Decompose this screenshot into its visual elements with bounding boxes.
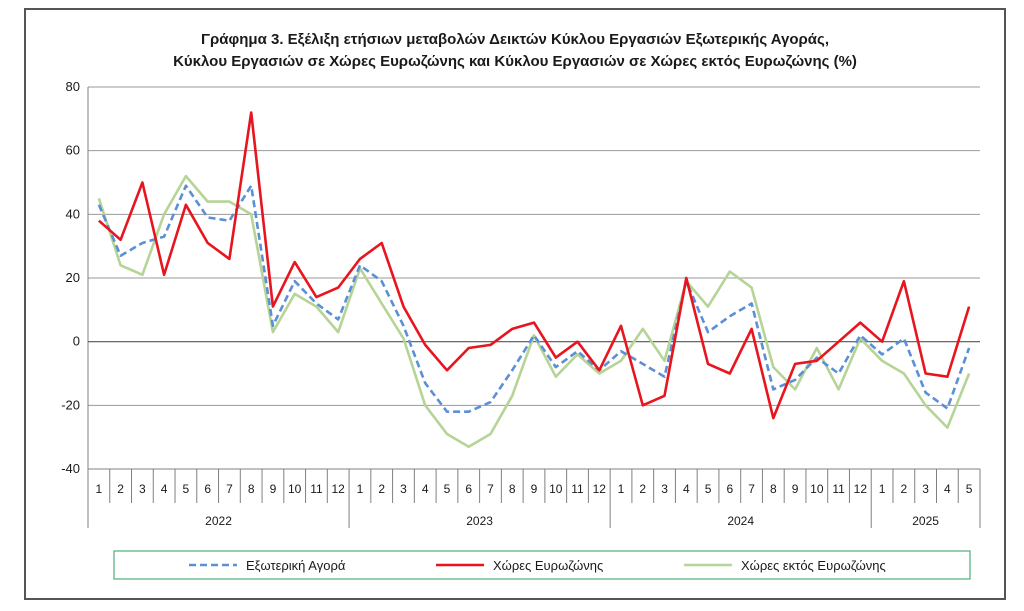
legend-label: Χώρες εκτός Ευρωζώνης [741,558,886,573]
year-label: 2022 [205,514,232,528]
x-tick-label: 9 [270,482,277,496]
x-tick-label: 3 [400,482,407,496]
x-tick-label: 2 [901,482,908,496]
chart-title-line-1: Γράφημα 3. Εξέλιξη ετήσιων μεταβολών Δει… [201,31,829,48]
y-tick-label: 60 [66,143,80,158]
x-tick-label: 2 [378,482,385,496]
x-tick-label: 3 [922,482,929,496]
legend-box [113,550,971,580]
legend-label: Χώρες Ευρωζώνης [493,558,603,573]
x-tick-label: 11 [571,482,584,496]
x-tick-label: 7 [226,482,233,496]
line-chart: Γράφημα 3. Εξέλιξη ετήσιων μεταβολών Δει… [61,31,981,580]
x-tick-label: 10 [288,482,302,496]
x-tick-label: 3 [139,482,146,496]
legend: Εξωτερική Αγορά Χώρες Ευρωζώνης Χώρες εκτό… [113,550,971,580]
series-line [98,111,971,420]
x-tick-label: 6 [465,482,472,496]
x-tick-label: 12 [332,482,346,496]
x-tick-label: 10 [549,482,563,496]
x-tick-label: 5 [444,482,451,496]
x-tick-label: 5 [183,482,190,496]
year-label: 2025 [912,514,939,528]
x-tick-label: 9 [531,482,538,496]
axes [87,87,980,470]
x-tick-label: 4 [161,482,168,496]
x-axis-ticks: 1 2 3 4 5 6 7 8 9 10 11 12 1 2 3 4 5 6 7 8 9 10 11 12 1 2 3 4 5 6 7 8 9 1… [87,469,981,528]
x-tick-label: 11 [832,482,845,496]
x-tick-label: 1 [879,482,886,496]
grid-lines [88,86,980,470]
x-tick-label: 1 [357,482,364,496]
x-tick-label: 7 [748,482,755,496]
x-tick-label: 1 [618,482,625,496]
series-lines [97,111,971,449]
x-tick-label: 12 [854,482,868,496]
x-tick-label: 6 [726,482,733,496]
x-tick-label: 9 [792,482,799,496]
x-tick-label: 12 [593,482,607,496]
year-label: 2023 [466,514,493,528]
x-tick-label: 8 [509,482,516,496]
x-tick-label: 5 [705,482,712,496]
x-tick-label: 2 [117,482,124,496]
y-tick-label: 20 [66,270,80,285]
x-tick-label: 2 [639,482,646,496]
x-tick-label: 4 [422,482,429,496]
x-tick-label: 11 [310,482,323,496]
y-tick-label: -40 [61,461,80,476]
x-tick-label: 5 [966,482,973,496]
legend-label: Εξωτερική Αγορά [246,558,346,573]
x-tick-label: 8 [770,482,777,496]
x-tick-label: 1 [96,482,103,496]
y-tick-label: 0 [73,334,80,349]
year-label: 2024 [727,514,754,528]
x-tick-label: 10 [810,482,824,496]
x-tick-label: 4 [944,482,951,496]
x-tick-label: 7 [487,482,494,496]
y-tick-label: 80 [66,79,80,94]
series-line [97,184,971,414]
y-axis-ticks: -40 -20 0 20 40 60 80 [61,79,80,476]
chart-frame: Γράφημα 3. Εξέλιξη ετήσιων μεταβολών Δει… [24,8,1006,600]
x-tick-label: 8 [248,482,255,496]
chart-title-line-2: Κύκλου Εργασιών σε Χώρες Ευρωζώνης και Κ… [173,53,857,70]
x-tick-label: 4 [683,482,690,496]
x-tick-label: 3 [661,482,668,496]
x-tick-label: 6 [204,482,211,496]
y-tick-label: -20 [61,397,80,412]
series-line [97,174,971,449]
y-tick-label: 40 [66,206,80,221]
